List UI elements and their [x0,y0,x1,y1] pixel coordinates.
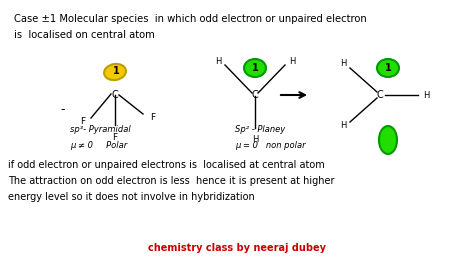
Text: F: F [112,132,118,142]
Text: H: H [340,60,346,69]
Text: C: C [111,90,118,100]
Text: if odd electron or unpaired electrons is  localised at central atom: if odd electron or unpaired electrons is… [8,160,325,170]
Text: H: H [252,135,258,144]
Text: Case ±1 Molecular species  in which odd electron or unpaired electron: Case ±1 Molecular species in which odd e… [14,14,367,24]
Text: H: H [289,57,295,66]
Text: 1: 1 [252,63,258,73]
Text: C: C [377,90,383,100]
Text: is  localised on central atom: is localised on central atom [14,30,155,40]
Text: 1: 1 [384,63,392,73]
Text: H: H [423,90,429,99]
Text: H: H [215,57,221,66]
Ellipse shape [379,126,397,154]
Ellipse shape [244,59,266,77]
Text: sp³- Pyramidal: sp³- Pyramidal [70,126,131,135]
Text: energy level so it does not involve in hybridization: energy level so it does not involve in h… [8,192,255,202]
Text: The attraction on odd electron is less  hence it is present at higher: The attraction on odd electron is less h… [8,176,335,186]
Text: C: C [252,90,258,100]
Text: H: H [340,120,346,130]
Text: μ ≠ 0     Polar: μ ≠ 0 Polar [70,140,127,149]
Text: 1: 1 [113,66,119,76]
Text: F: F [81,118,86,127]
Text: chemistry class by neeraj dubey: chemistry class by neeraj dubey [148,243,326,253]
Text: -: - [61,103,65,117]
Ellipse shape [377,59,399,77]
Text: Sp² - Planey: Sp² - Planey [235,126,285,135]
Text: F: F [150,114,155,123]
Text: μ = 0   non polar: μ = 0 non polar [235,140,306,149]
Ellipse shape [104,64,126,80]
